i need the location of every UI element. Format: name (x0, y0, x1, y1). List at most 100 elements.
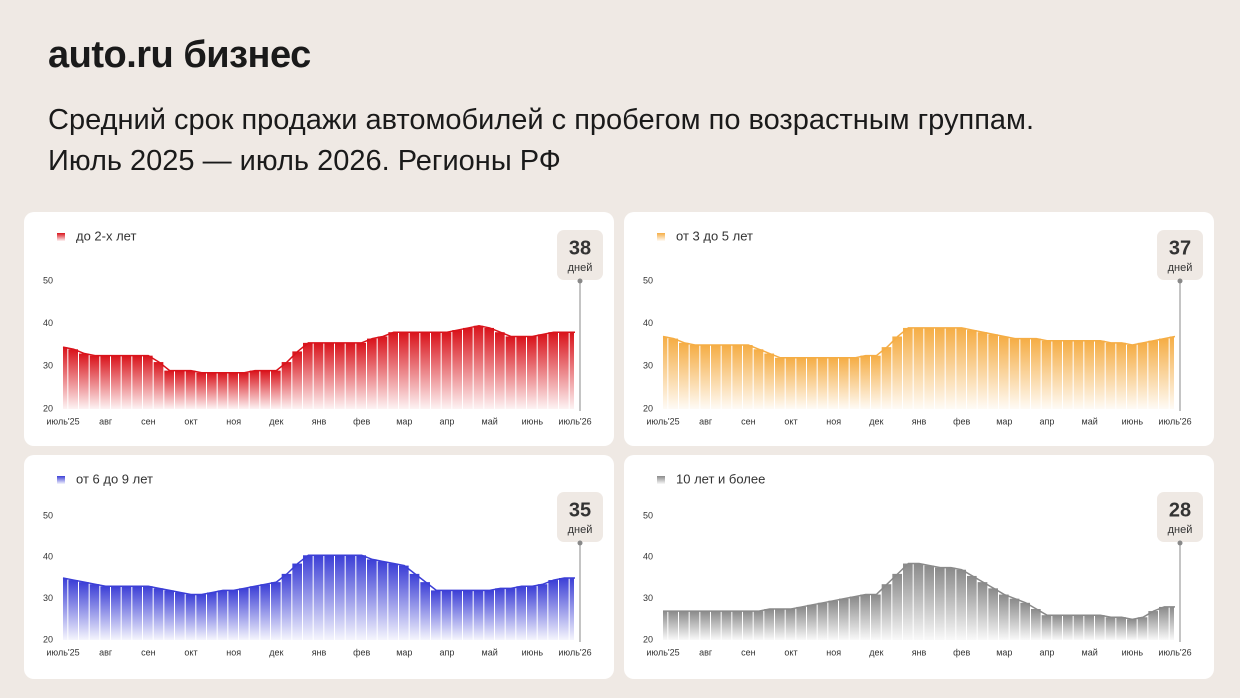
bar (1159, 606, 1169, 640)
bar (121, 355, 132, 409)
bar (967, 330, 977, 409)
bar (935, 567, 945, 640)
y-tick-label: 30 (43, 361, 53, 371)
bar (1073, 615, 1084, 640)
bar (903, 563, 913, 640)
x-tick-label: май (482, 416, 498, 426)
bar (1009, 338, 1020, 409)
bar (1084, 615, 1094, 640)
bar (89, 584, 100, 640)
bar (924, 565, 934, 640)
bar (1041, 340, 1052, 409)
bar (324, 555, 334, 640)
legend-label: 10 лет и более (676, 471, 765, 486)
y-tick-label: 50 (43, 510, 53, 520)
bar (711, 345, 721, 409)
bar (196, 594, 206, 640)
x-tick-label: сен (141, 647, 156, 657)
bar (1095, 615, 1105, 640)
bar (217, 372, 228, 409)
x-tick-label: мар (396, 416, 412, 426)
legend-swatch (657, 476, 665, 484)
bar (367, 338, 377, 409)
bar (743, 611, 753, 640)
callout-unit: дней (568, 524, 593, 536)
bar (239, 372, 249, 409)
callout-box (1157, 492, 1203, 542)
panel (624, 455, 1214, 679)
bar (999, 594, 1009, 640)
bar (721, 611, 732, 640)
series-outline (663, 562, 1175, 621)
bar (473, 325, 484, 409)
x-tick-label: ноя (826, 647, 841, 657)
bar (505, 336, 516, 409)
bar (892, 336, 902, 409)
y-tick-label: 50 (643, 510, 653, 520)
bar (1052, 615, 1062, 640)
bar (753, 349, 764, 409)
x-tick-label: мар (396, 647, 412, 657)
bar (1095, 340, 1105, 409)
bar (185, 594, 196, 640)
x-tick-label: ноя (826, 416, 841, 426)
callout-dot (1177, 278, 1183, 284)
bar (663, 611, 668, 640)
x-tick-label: июль'25 (646, 647, 679, 657)
series-outline (62, 325, 575, 374)
bar (441, 590, 452, 640)
bar (452, 330, 462, 409)
bar (860, 594, 870, 640)
callout-unit: дней (1168, 524, 1193, 536)
bar (185, 370, 196, 409)
bar (796, 357, 806, 409)
x-tick-label: янв (312, 647, 327, 657)
bar (228, 372, 238, 409)
bar (516, 336, 526, 409)
bar (143, 355, 153, 409)
x-tick-label: окт (184, 647, 197, 657)
x-tick-label: июль'25 (646, 416, 679, 426)
x-tick-label: дек (269, 416, 283, 426)
bar (420, 332, 430, 409)
bar (700, 345, 710, 409)
bar (721, 345, 732, 409)
x-tick-label: апр (440, 647, 455, 657)
legend-swatch (57, 233, 65, 241)
bar (527, 336, 537, 409)
bar (68, 580, 78, 640)
callout-value: 28 (1169, 499, 1191, 521)
bar (495, 332, 505, 409)
x-tick-label: окт (184, 416, 197, 426)
bar (871, 594, 881, 640)
bar (132, 355, 142, 409)
x-tick-label: июль'25 (46, 647, 79, 657)
bar (388, 563, 398, 640)
panel (624, 212, 1214, 446)
bar (849, 596, 860, 640)
bar (1169, 336, 1174, 409)
bar (956, 327, 966, 409)
bar (548, 332, 558, 409)
x-tick-label: сен (741, 647, 756, 657)
bar (753, 611, 764, 640)
x-tick-label: дек (869, 416, 883, 426)
bar (420, 582, 430, 640)
bar (881, 584, 892, 640)
bar (559, 332, 569, 409)
bar (679, 611, 689, 640)
y-tick-label: 20 (43, 403, 53, 413)
y-tick-label: 30 (643, 593, 653, 603)
callout-dot (577, 278, 583, 284)
bar (860, 355, 870, 409)
x-tick-label: июль'26 (1158, 416, 1191, 426)
bar (79, 582, 89, 640)
bar (345, 342, 356, 409)
x-tick-label: май (1082, 647, 1098, 657)
y-tick-label: 50 (643, 275, 653, 285)
bar (63, 578, 68, 640)
bar (463, 590, 473, 640)
bar (271, 582, 281, 640)
bar (463, 327, 473, 409)
bar (100, 586, 110, 640)
